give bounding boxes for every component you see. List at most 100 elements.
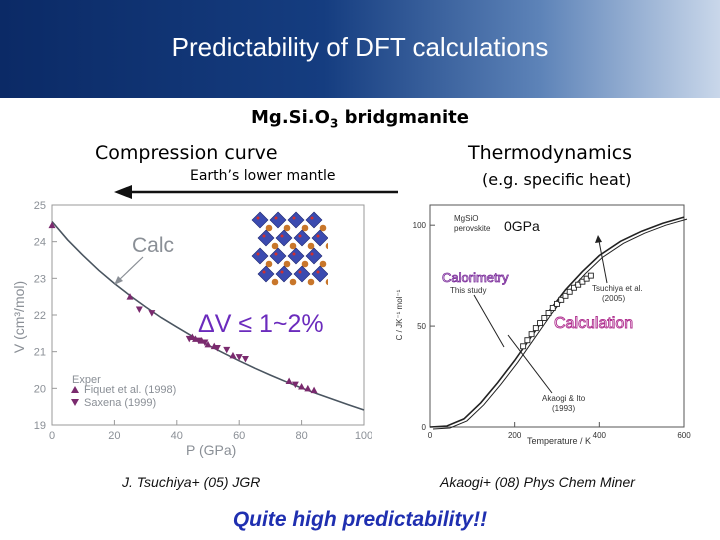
o-atom: [274, 216, 278, 220]
saxena-data-point: [195, 337, 203, 345]
volume-difference-annotation: ΔV ≤ 1~2%: [198, 310, 324, 338]
mg-atom: [301, 224, 309, 232]
fiquet-data-point: [310, 386, 318, 394]
y-tick-label: 100: [413, 221, 427, 230]
calc-pointer-head: [114, 276, 123, 285]
x-tick-label: 600: [677, 431, 691, 440]
saxena-data-point: [148, 310, 156, 317]
o-atom: [316, 270, 320, 274]
mg-atom: [271, 242, 279, 250]
saxena-data-point: [201, 339, 209, 346]
x-axis-label: P (GPa): [186, 442, 236, 458]
material-name: bridgmanite: [338, 107, 469, 128]
calculation-curve-line-2: [432, 218, 688, 430]
fiquet-data-point: [126, 293, 134, 300]
octahedron-shape: [269, 247, 287, 265]
saxena-data-point: [185, 335, 193, 343]
octahedron-shape: [293, 229, 311, 247]
y-tick-label: 0: [422, 423, 427, 432]
title-bar: Predictability of DFT calculations: [0, 0, 720, 98]
calorimetry-data-point: [532, 325, 539, 332]
octahedron-shape: [275, 229, 293, 247]
octahedron-shape: [287, 211, 305, 229]
left-citation: J. Tsuchiya+ (05) JGR: [122, 474, 261, 490]
tsuchiya-pointer: [598, 240, 608, 284]
calorimetry-data-point: [520, 343, 527, 350]
legend-fiquet-marker: [71, 386, 79, 393]
calorimetry-data-point: [524, 337, 531, 344]
y-tick-label: 50: [417, 322, 426, 331]
material-formula: Mg.Si.O: [251, 107, 330, 128]
tsuchiya-label-line2: (2005): [602, 294, 625, 303]
x-tick-label: 200: [508, 431, 522, 440]
this-study-pointer: [473, 294, 505, 348]
o-atom: [310, 216, 314, 220]
o-atom: [280, 270, 284, 274]
calorimetry-data-point: [558, 296, 565, 303]
o-atom: [274, 252, 278, 256]
x-tick-label: 400: [593, 431, 607, 440]
octahedron-shape: [305, 211, 323, 229]
calorimetry-data-point: [528, 331, 535, 338]
lower-mantle-arrow: [114, 185, 398, 199]
o-atom: [292, 216, 296, 220]
calorimetry-data-point: [545, 310, 552, 316]
o-atom: [280, 234, 284, 238]
this-study-label: This study: [450, 286, 486, 295]
o-atom: [262, 234, 266, 238]
y-axis-label: C / JK⁻¹ mol⁻¹: [395, 289, 404, 340]
x-axis-label: Temperature / K: [527, 436, 591, 446]
mg-atom: [265, 224, 273, 232]
akaogi-label-line1: Akaogi & Ito: [542, 394, 586, 403]
saxena-data-point: [213, 345, 221, 352]
calorimetry-data-point: [587, 272, 594, 279]
right-citation: Akaogi+ (08) Phys Chem Miner: [440, 474, 635, 490]
legend-saxena-marker: [71, 399, 79, 406]
saxena-data-point: [241, 356, 249, 363]
octahedron-shape: [251, 211, 269, 229]
mg-atom: [301, 260, 309, 268]
mg-atom: [265, 260, 273, 268]
mg-atom: [325, 278, 328, 286]
saxena-data-point: [135, 306, 143, 313]
fiquet-data-point: [204, 340, 212, 348]
x-tick-label: 20: [108, 430, 120, 442]
fiquet-data-point: [298, 383, 306, 390]
mg-atom: [271, 278, 279, 286]
mg-atom: [307, 278, 315, 286]
calculation-label: Calculation: [554, 315, 633, 332]
octahedron-shape: [251, 247, 269, 265]
calc-annotation: Calc: [132, 234, 174, 257]
tsuchiya-pointer-head: [595, 235, 602, 243]
o-atom: [298, 270, 302, 274]
calorimetry-data-point: [579, 278, 586, 285]
fiquet-data-point: [285, 377, 293, 384]
y-tick-label: 23: [34, 273, 46, 285]
mg-atom: [283, 224, 291, 232]
x-tick-label: 60: [233, 430, 245, 442]
octahedron-shape: [275, 265, 293, 283]
o-atom: [262, 270, 266, 274]
octahedron-shape: [305, 247, 323, 265]
octahedron-shape: [287, 247, 305, 265]
calorimetry-data-point: [549, 304, 556, 311]
akaogi-label-line2: (1993): [552, 404, 575, 413]
calorimetry-data-point: [570, 284, 577, 291]
slide-title: Predictability of DFT calculations: [171, 32, 549, 62]
x-tick-label: 100: [355, 430, 372, 442]
x-tick-label: 0: [49, 430, 55, 442]
conclusion-text: Quite high predictability!!: [232, 508, 488, 531]
akaogi-pointer: [507, 334, 553, 394]
y-tick-label: 20: [34, 383, 46, 395]
calc-pointer: [117, 256, 144, 282]
calorimetry-data-point: [562, 292, 569, 299]
o-atom: [256, 216, 260, 220]
octahedron-shape: [257, 265, 275, 283]
y-tick-label: 19: [34, 420, 46, 432]
x-tick-label: 80: [295, 430, 307, 442]
calorimetry-data-point: [537, 320, 544, 327]
saxena-data-point: [223, 346, 231, 354]
material-heading: Mg.Si.O3 bridgmanite: [0, 107, 720, 131]
calorimetry-data-point: [566, 288, 573, 295]
octahedron-shape: [311, 229, 328, 247]
